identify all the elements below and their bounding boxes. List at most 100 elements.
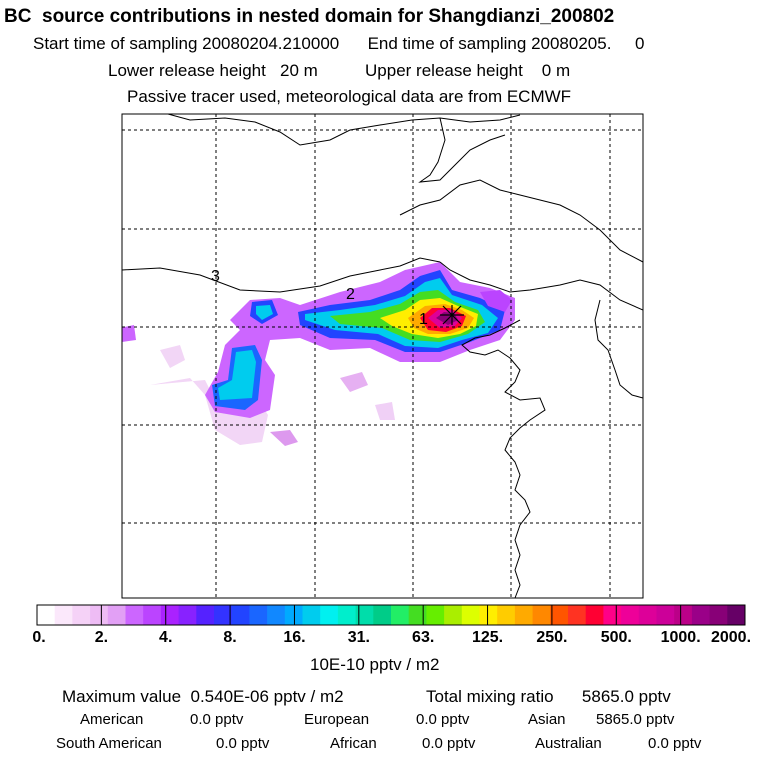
colorbar-tick-label: 4. xyxy=(159,629,173,646)
colorbar-cell xyxy=(727,605,746,625)
region-south-american-value: 0.0 pptv xyxy=(216,735,270,752)
lower-height-value: 20 m xyxy=(280,61,318,80)
colorbar-cell xyxy=(196,605,215,625)
concentration-field xyxy=(122,114,643,598)
colorbar-cell xyxy=(603,605,622,625)
colorbar-cell xyxy=(267,605,286,625)
small-blob-cyan xyxy=(256,305,273,320)
colorbar-cell xyxy=(444,605,463,625)
branch-cyan xyxy=(218,350,256,400)
colorbar-cell xyxy=(514,605,534,625)
colorbar-cell xyxy=(90,605,109,625)
colorbar-cell xyxy=(37,605,56,625)
colorbar-cell xyxy=(709,605,728,625)
blob-east xyxy=(480,290,512,312)
colorbar-cell xyxy=(143,605,162,625)
map-frame xyxy=(121,113,644,599)
coast-north-east xyxy=(418,117,506,183)
receptor-star-icon xyxy=(440,305,464,325)
region-american-value: 0.0 pptv xyxy=(190,711,244,728)
border-north xyxy=(167,114,521,146)
region-asian-name: Asian xyxy=(528,711,566,728)
lower-height-label: Lower release height xyxy=(108,61,266,80)
colorbar-cell xyxy=(638,605,657,625)
field-haze-5 xyxy=(375,402,395,420)
colorbar-cell xyxy=(125,605,144,625)
coast-bohai xyxy=(461,319,546,598)
colorbar-cell xyxy=(302,605,321,625)
colorbar-cell xyxy=(550,605,569,625)
colorbar-cell xyxy=(391,605,410,625)
coastlines xyxy=(122,114,643,598)
colorbar-cell xyxy=(674,605,693,625)
colorbar-cell xyxy=(497,605,516,625)
colorbar-cell xyxy=(532,605,551,625)
total-mixing-line: Total mixing ratio 5865.0 pptv xyxy=(426,688,671,705)
region-african-name: African xyxy=(330,735,377,752)
colorbar-cell xyxy=(408,605,427,625)
colorbar-cells xyxy=(37,605,746,625)
colorbar-cell xyxy=(72,605,91,625)
colorbar-cell xyxy=(107,605,126,625)
region-european-name: European xyxy=(304,711,370,728)
field-haze-1 xyxy=(160,345,185,368)
field-haze-2 xyxy=(150,378,268,445)
colorbar-tick-label: 63. xyxy=(412,629,435,646)
colorbar-tick-label: 2000. xyxy=(710,629,752,646)
colorbar-cell xyxy=(320,605,339,625)
sampling-time-line: Start time of sampling 20080204.210000 E… xyxy=(33,35,645,52)
colorbar-tick-label: 1000. xyxy=(660,629,701,646)
colorbar-tick-label: 16. xyxy=(283,629,306,646)
site-label-3: 3 xyxy=(211,268,220,285)
colorbar-tick-label: 500. xyxy=(600,629,632,646)
start-time-value: 20080204.210000 xyxy=(202,34,340,53)
border-manchuria xyxy=(399,179,643,263)
start-time-label: Start time of sampling xyxy=(33,34,198,53)
region-south-american-name: South American xyxy=(56,735,162,752)
region-african-value: 0.0 pptv xyxy=(422,735,476,752)
site-label-1: 1 xyxy=(419,311,428,328)
field-haze-6 xyxy=(122,325,136,342)
coast-korea xyxy=(594,299,643,399)
tracer-note: Passive tracer used, meteorological data… xyxy=(127,87,572,106)
region-asian-value: 5865.0 pptv xyxy=(596,711,675,728)
region-australian-value: 0.0 pptv xyxy=(648,735,702,752)
colorbar-unit-label: 10E-10 pptv / m2 xyxy=(310,655,440,674)
colorbar-cell xyxy=(178,605,197,625)
upper-height-value: 0 m xyxy=(541,61,571,80)
end-time-value: 20080205. 0 xyxy=(531,34,645,53)
colorbar-cell xyxy=(621,605,640,625)
region-american-name: American xyxy=(80,711,144,728)
colorbar-cell xyxy=(214,605,233,625)
colorbar-cell xyxy=(249,605,268,625)
site-label-2: 2 xyxy=(346,286,355,303)
max-value: 0.540E-06 pptv / m2 xyxy=(190,687,344,706)
region-australian-name: Australian xyxy=(535,735,602,752)
colorbar-cell xyxy=(426,605,445,625)
coast-east xyxy=(439,261,643,311)
colorbar-tick-label: 0. xyxy=(32,629,46,646)
colorbar-cell xyxy=(231,605,250,625)
release-height-line: Lower release height 20 m Upper release … xyxy=(108,62,570,79)
max-value-line: Maximum value 0.540E-06 pptv / m2 xyxy=(62,688,344,705)
region-european-value: 0.0 pptv xyxy=(416,711,470,728)
colorbar-cell xyxy=(284,605,303,625)
colorbar-cell xyxy=(691,605,711,625)
end-time-label: End time of sampling xyxy=(367,34,527,53)
colorbar-cell xyxy=(479,605,498,625)
total-mixing-value: 5865.0 pptv xyxy=(581,687,671,706)
colorbar-cell xyxy=(461,605,480,625)
colorbar-cell xyxy=(373,605,392,625)
colorbar-frame xyxy=(36,604,746,626)
colorbar-cell xyxy=(585,605,604,625)
upper-height-label: Upper release height xyxy=(365,61,523,80)
max-value-label: Maximum value xyxy=(62,687,182,706)
field-haze-4 xyxy=(340,372,368,392)
colorbar-cell xyxy=(160,605,180,625)
total-mixing-label: Total mixing ratio xyxy=(426,687,554,706)
lat-lon-grid xyxy=(122,114,643,598)
colorbar-cell xyxy=(568,605,587,625)
colorbar-cell xyxy=(337,605,357,625)
colorbar-tick-label: 2. xyxy=(94,629,109,646)
